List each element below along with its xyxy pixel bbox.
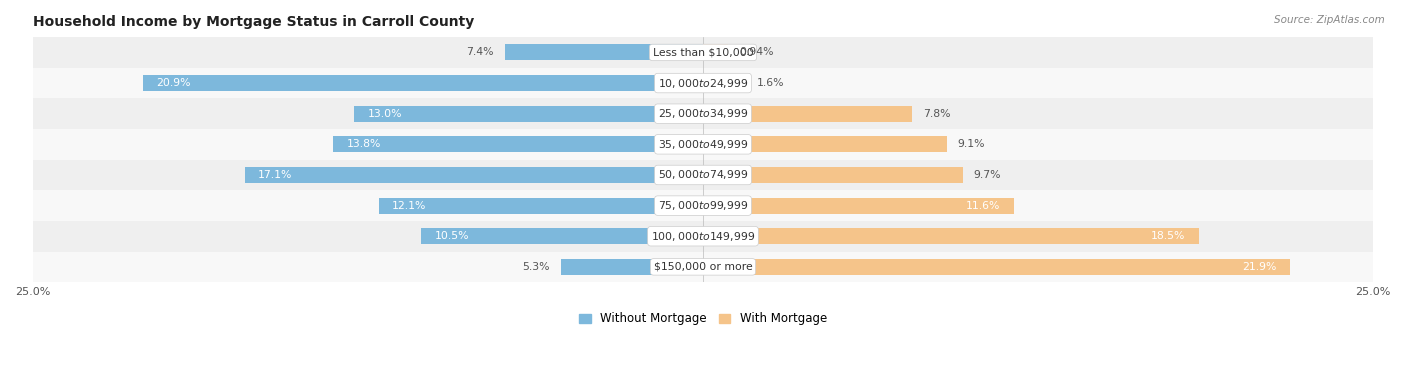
Text: 12.1%: 12.1% bbox=[392, 201, 426, 211]
Bar bbox=[354, 106, 703, 122]
Text: $150,000 or more: $150,000 or more bbox=[654, 262, 752, 272]
Text: 21.9%: 21.9% bbox=[1243, 262, 1277, 272]
Text: $50,000 to $74,999: $50,000 to $74,999 bbox=[658, 169, 748, 181]
Text: 5.3%: 5.3% bbox=[523, 262, 550, 272]
Bar bbox=[561, 259, 703, 275]
Bar bbox=[32, 37, 1374, 68]
Bar bbox=[32, 129, 1374, 160]
Bar bbox=[703, 198, 1014, 214]
Text: Less than $10,000: Less than $10,000 bbox=[652, 47, 754, 57]
Text: $35,000 to $49,999: $35,000 to $49,999 bbox=[658, 138, 748, 151]
Bar bbox=[378, 198, 703, 214]
Bar bbox=[333, 136, 703, 152]
Text: Household Income by Mortgage Status in Carroll County: Household Income by Mortgage Status in C… bbox=[32, 15, 474, 29]
Text: 18.5%: 18.5% bbox=[1152, 231, 1185, 241]
Text: 13.8%: 13.8% bbox=[346, 139, 381, 149]
Text: Source: ZipAtlas.com: Source: ZipAtlas.com bbox=[1274, 15, 1385, 25]
Bar bbox=[422, 228, 703, 244]
Text: $100,000 to $149,999: $100,000 to $149,999 bbox=[651, 230, 755, 243]
Bar bbox=[245, 167, 703, 183]
Bar bbox=[703, 167, 963, 183]
Bar bbox=[32, 98, 1374, 129]
Bar bbox=[703, 45, 728, 60]
Bar bbox=[703, 136, 948, 152]
Bar bbox=[32, 190, 1374, 221]
Bar bbox=[703, 106, 912, 122]
Bar bbox=[703, 75, 747, 91]
Bar bbox=[142, 75, 703, 91]
Text: 13.0%: 13.0% bbox=[368, 109, 402, 119]
Text: 0.94%: 0.94% bbox=[740, 47, 773, 57]
Text: $25,000 to $34,999: $25,000 to $34,999 bbox=[658, 107, 748, 120]
Text: 10.5%: 10.5% bbox=[434, 231, 470, 241]
Bar bbox=[703, 228, 1199, 244]
Text: $75,000 to $99,999: $75,000 to $99,999 bbox=[658, 199, 748, 212]
Bar bbox=[32, 68, 1374, 98]
Text: 11.6%: 11.6% bbox=[966, 201, 1001, 211]
Text: 9.7%: 9.7% bbox=[974, 170, 1001, 180]
Bar bbox=[32, 251, 1374, 282]
Bar bbox=[32, 221, 1374, 251]
Bar bbox=[32, 160, 1374, 190]
Legend: Without Mortgage, With Mortgage: Without Mortgage, With Mortgage bbox=[574, 308, 832, 330]
Text: 7.4%: 7.4% bbox=[467, 47, 494, 57]
Text: $10,000 to $24,999: $10,000 to $24,999 bbox=[658, 77, 748, 90]
Text: 20.9%: 20.9% bbox=[156, 78, 191, 88]
Text: 17.1%: 17.1% bbox=[257, 170, 292, 180]
Bar bbox=[703, 259, 1291, 275]
Bar bbox=[505, 45, 703, 60]
Text: 9.1%: 9.1% bbox=[957, 139, 986, 149]
Text: 7.8%: 7.8% bbox=[922, 109, 950, 119]
Text: 1.6%: 1.6% bbox=[756, 78, 785, 88]
